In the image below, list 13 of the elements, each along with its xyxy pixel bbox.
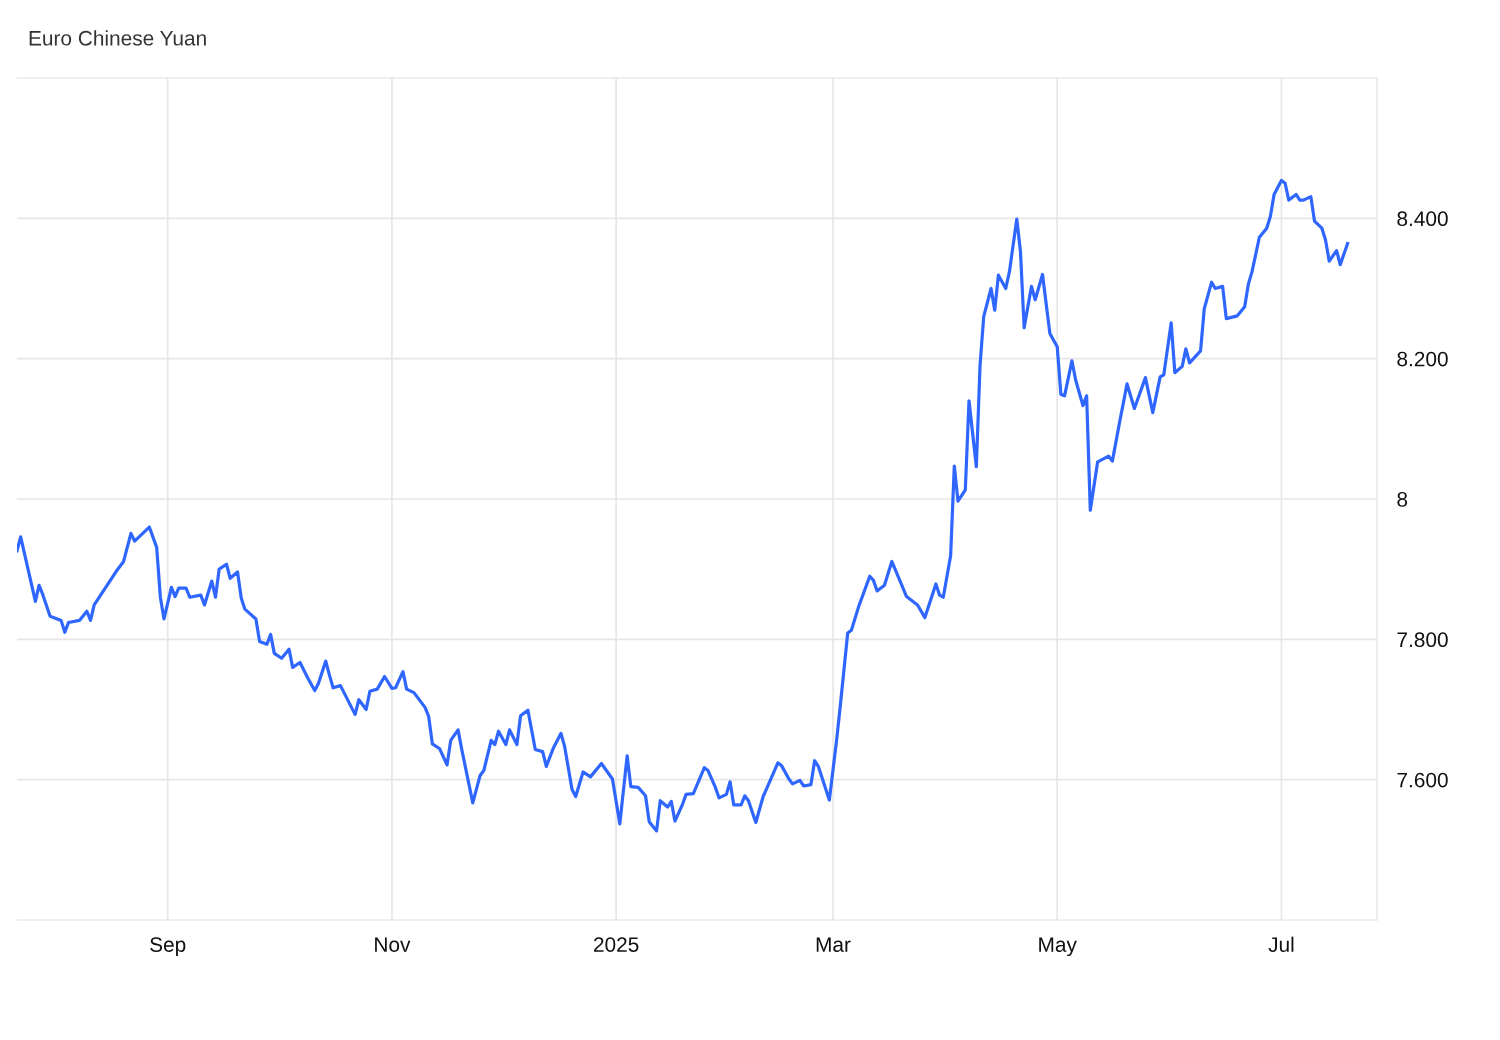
y-tick-label: 8	[1397, 492, 1408, 507]
x-tick-label: May	[1039, 937, 1077, 957]
chart-title: Euro Chinese Yuan	[29, 30, 206, 46]
line-series	[17, 178, 1350, 833]
x-tick-label: 2025	[594, 937, 639, 952]
x-tick-label: Mar	[816, 937, 851, 952]
x-tick-label: Jul	[1268, 936, 1294, 952]
y-tick-label: 8.200	[1397, 351, 1448, 367]
x-tick-label: Nov	[375, 937, 411, 952]
y-tick-label: 7.600	[1397, 772, 1448, 788]
y-tick-label: 7.800	[1397, 632, 1448, 648]
x-tick-label: Sep	[150, 937, 186, 957]
y-tick-label: 8.400	[1397, 211, 1448, 227]
